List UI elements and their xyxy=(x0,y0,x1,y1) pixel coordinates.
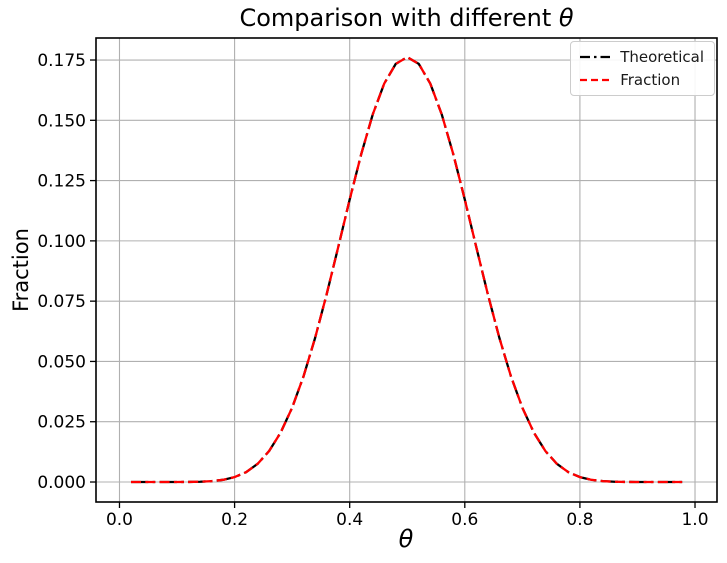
legend-label-theoretical: Theoretical xyxy=(620,48,704,66)
dashed-line-icon xyxy=(580,78,611,82)
legend: Theoretical Fraction xyxy=(570,41,715,96)
plot-border xyxy=(95,37,718,503)
y-tick-label: 0.175 xyxy=(37,51,86,71)
chart-title: Comparison with different θ xyxy=(96,4,717,32)
legend-item-theoretical: Theoretical xyxy=(580,48,704,66)
x-axis-label: θ xyxy=(398,525,414,553)
legend-label-fraction: Fraction xyxy=(620,71,681,89)
x-tick-label: 0.4 xyxy=(336,510,363,530)
y-tick-label: 0.075 xyxy=(37,292,86,312)
x-tick-label: 1.0 xyxy=(681,510,708,530)
y-tick-label: 0.150 xyxy=(37,111,86,131)
x-tick-label: 0.2 xyxy=(221,510,248,530)
y-tick-label: 0.100 xyxy=(37,232,86,252)
x-tick-label: 0.8 xyxy=(566,510,593,530)
y-axis-label: Fraction xyxy=(9,228,33,312)
x-tick-label: 0.0 xyxy=(106,510,133,530)
x-tick-label: 0.6 xyxy=(451,510,478,530)
y-tick-label: 0.000 xyxy=(37,473,86,493)
dashdot-line-icon xyxy=(580,55,611,59)
y-tick-label: 0.025 xyxy=(37,413,86,433)
series-line-fraction xyxy=(130,55,684,484)
y-tick-label: 0.050 xyxy=(37,352,86,372)
legend-item-fraction: Fraction xyxy=(580,71,704,89)
chart-title-text: Comparison with different xyxy=(239,4,559,32)
y-tick-label: 0.125 xyxy=(37,172,86,192)
chart-title-theta-symbol: θ xyxy=(558,4,574,32)
